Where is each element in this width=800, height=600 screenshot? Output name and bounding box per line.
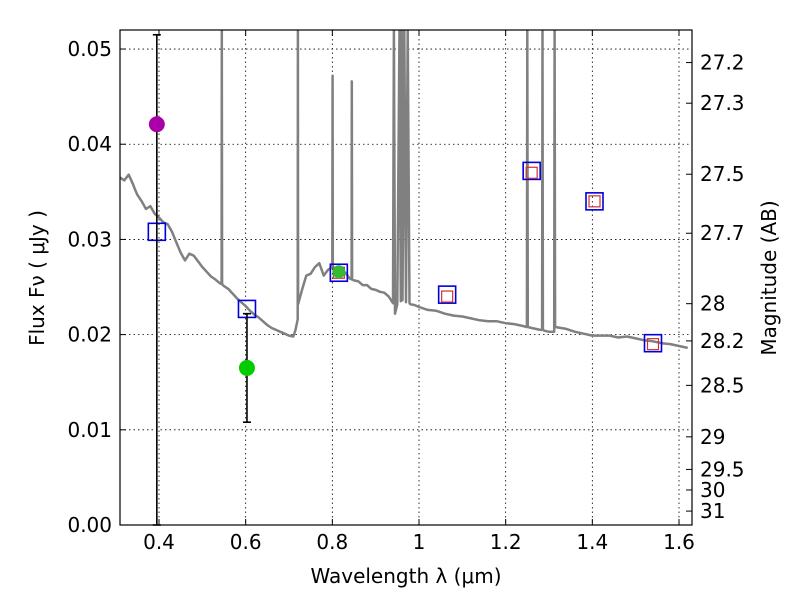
right-tick-label: 29.5 (700, 457, 745, 481)
right-tick-label: 31 (700, 499, 725, 523)
detection-point (148, 116, 165, 133)
right-tick-label: 27.7 (700, 221, 745, 245)
model-photometry-point (437, 285, 457, 304)
observed-photometry-point (525, 166, 538, 179)
x-tick-label: 1.6 (663, 530, 695, 554)
x-tick-label: 1 (413, 530, 426, 554)
observed-photometry-point (441, 290, 454, 303)
x-tick-label: 1.2 (490, 530, 522, 554)
model-photometry-point (585, 192, 604, 211)
detection-point (332, 265, 346, 279)
y-tick-label: 0.00 (67, 513, 112, 537)
sed-line (120, 30, 688, 350)
y-tick-label: 0.03 (67, 227, 112, 251)
x-tick-label: 1.4 (576, 530, 608, 554)
observed-photometry-point (588, 195, 601, 208)
markers-layer (147, 33, 663, 526)
y-tick-label: 0.02 (67, 323, 112, 347)
plot-frame (119, 29, 693, 526)
right-tick-label: 28.2 (700, 329, 745, 353)
x-tick-label: 0.4 (143, 530, 175, 554)
detection-point (238, 359, 255, 376)
right-tick-label: 28 (700, 292, 725, 316)
axis-ticks: 0.4 0.6 0.8 1 1.2 1.4 1.6 0.00 0.01 0.02 0.03 0.04 0… (67, 30, 745, 554)
model-photometry-point (643, 333, 663, 353)
right-tick-label: 29 (700, 425, 725, 449)
x-tick-label: 0.8 (316, 530, 348, 554)
right-tick-label: 27.5 (700, 162, 745, 186)
model-photometry-point (329, 263, 349, 283)
x-tick-label: 0.6 (230, 530, 262, 554)
y-tick-label: 0.04 (67, 132, 112, 156)
y-tick-label: 0.05 (67, 37, 112, 61)
right-tick-label: 28.5 (700, 373, 745, 397)
observed-photometry-point (646, 338, 660, 351)
right-tick-label: 27.3 (700, 91, 745, 115)
right-tick-label: 27.2 (700, 51, 745, 75)
y-tick-label: 0.01 (67, 418, 112, 442)
y-axis-label: Flux Fν ( μJy ) (25, 210, 49, 346)
right-tick-label: 30 (700, 478, 725, 502)
plot-area (120, 30, 688, 350)
model-photometry-point (522, 161, 541, 181)
right-axis-label: Magnitude (AB) (757, 200, 781, 355)
x-axis-label: Wavelength λ (μm) (310, 564, 501, 588)
